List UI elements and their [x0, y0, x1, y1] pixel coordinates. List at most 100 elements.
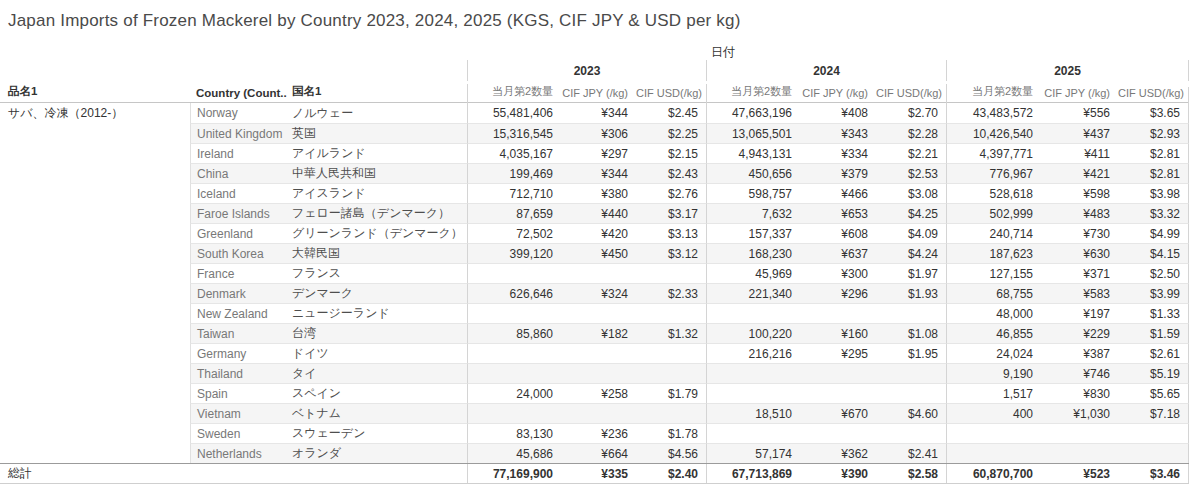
usd-2025-cell[interactable]: $3.65	[1118, 103, 1189, 123]
total-usd-2024[interactable]: $2.58	[876, 464, 946, 483]
col-header-year-2025[interactable]: 2025	[946, 60, 1189, 81]
country-jp-cell[interactable]: ベトナム	[288, 403, 467, 423]
qty-2025-cell[interactable]: 24,024	[946, 343, 1041, 363]
product-cell[interactable]	[0, 263, 190, 283]
jpy-2024-cell[interactable]: ¥466	[800, 183, 876, 203]
col-header-jpy-2024[interactable]: CIF JPY (/kg)	[800, 87, 876, 103]
usd-2025-cell[interactable]: $3.32	[1118, 203, 1189, 223]
usd-2025-cell[interactable]: $5.65	[1118, 383, 1189, 403]
jpy-2024-cell[interactable]: ¥637	[800, 243, 876, 263]
jpy-2025-cell[interactable]	[1041, 423, 1118, 443]
usd-2024-cell[interactable]: $3.08	[876, 183, 946, 203]
col-header-country-en[interactable]: Country (Count..	[190, 87, 288, 103]
jpy-2025-cell[interactable]: ¥1,030	[1041, 403, 1118, 423]
usd-2024-cell[interactable]	[876, 303, 946, 323]
qty-2025-cell[interactable]: 10,426,540	[946, 123, 1041, 143]
total-qty-2025[interactable]: 60,870,700	[946, 464, 1041, 483]
usd-2023-cell[interactable]	[636, 343, 706, 363]
jpy-2024-cell[interactable]	[800, 363, 876, 383]
country-jp-cell[interactable]: 英国	[288, 123, 467, 143]
qty-2024-cell[interactable]: 18,510	[706, 403, 800, 423]
jpy-2024-cell[interactable]: ¥362	[800, 443, 876, 463]
col-header-qty-2025[interactable]: 当月第2数量	[946, 84, 1041, 103]
country-en-cell[interactable]: New Zealand	[190, 303, 288, 323]
jpy-2025-cell[interactable]: ¥483	[1041, 203, 1118, 223]
usd-2025-cell[interactable]: $2.81	[1118, 163, 1189, 183]
usd-2024-cell[interactable]: $2.41	[876, 443, 946, 463]
qty-2025-cell[interactable]	[946, 423, 1041, 443]
qty-2023-cell[interactable]	[467, 343, 561, 363]
qty-2024-cell[interactable]: 221,340	[706, 283, 800, 303]
jpy-2023-cell[interactable]: ¥450	[561, 243, 636, 263]
country-en-cell[interactable]: Germany	[190, 343, 288, 363]
usd-2025-cell[interactable]	[1118, 443, 1189, 463]
usd-2023-cell[interactable]: $4.56	[636, 443, 706, 463]
country-jp-cell[interactable]: フランス	[288, 263, 467, 283]
product-cell[interactable]	[0, 183, 190, 203]
country-en-cell[interactable]: Sweden	[190, 423, 288, 443]
col-header-country-jp[interactable]: 国名1	[288, 84, 467, 103]
qty-2025-cell[interactable]: 528,618	[946, 183, 1041, 203]
product-cell[interactable]	[0, 223, 190, 243]
country-jp-cell[interactable]: アイスランド	[288, 183, 467, 203]
usd-2023-cell[interactable]: $2.25	[636, 123, 706, 143]
usd-2023-cell[interactable]	[636, 263, 706, 283]
country-en-cell[interactable]: South Korea	[190, 243, 288, 263]
total-jpy-2024[interactable]: ¥390	[800, 464, 876, 483]
country-jp-cell[interactable]: 大韓民国	[288, 243, 467, 263]
grand-total-label[interactable]: 総計	[0, 464, 467, 483]
jpy-2025-cell[interactable]: ¥229	[1041, 323, 1118, 343]
product-cell[interactable]	[0, 283, 190, 303]
usd-2024-cell[interactable]: $4.24	[876, 243, 946, 263]
qty-2023-cell[interactable]	[467, 403, 561, 423]
qty-2024-cell[interactable]	[706, 363, 800, 383]
qty-2023-cell[interactable]: 55,481,406	[467, 103, 561, 123]
qty-2024-cell[interactable]: 47,663,196	[706, 103, 800, 123]
country-jp-cell[interactable]: ドイツ	[288, 343, 467, 363]
country-en-cell[interactable]: Thailand	[190, 363, 288, 383]
jpy-2024-cell[interactable]: ¥608	[800, 223, 876, 243]
col-header-qty-2024[interactable]: 当月第2数量	[706, 84, 800, 103]
usd-2025-cell[interactable]: $2.50	[1118, 263, 1189, 283]
qty-2023-cell[interactable]: 87,659	[467, 203, 561, 223]
product-cell[interactable]	[0, 123, 190, 143]
jpy-2023-cell[interactable]: ¥306	[561, 123, 636, 143]
usd-2025-cell[interactable]: $5.19	[1118, 363, 1189, 383]
jpy-2023-cell[interactable]: ¥236	[561, 423, 636, 443]
country-jp-cell[interactable]: デンマーク	[288, 283, 467, 303]
qty-2025-cell[interactable]: 48,000	[946, 303, 1041, 323]
qty-2025-cell[interactable]: 502,999	[946, 203, 1041, 223]
qty-2023-cell[interactable]: 72,502	[467, 223, 561, 243]
qty-2023-cell[interactable]: 45,686	[467, 443, 561, 463]
qty-2024-cell[interactable]	[706, 303, 800, 323]
qty-2023-cell[interactable]: 24,000	[467, 383, 561, 403]
qty-2024-cell[interactable]: 4,943,131	[706, 143, 800, 163]
qty-2023-cell[interactable]: 712,710	[467, 183, 561, 203]
product-cell[interactable]	[0, 143, 190, 163]
product-cell[interactable]	[0, 203, 190, 223]
qty-2025-cell[interactable]: 240,714	[946, 223, 1041, 243]
qty-2024-cell[interactable]: 168,230	[706, 243, 800, 263]
jpy-2024-cell[interactable]: ¥295	[800, 343, 876, 363]
jpy-2024-cell[interactable]: ¥334	[800, 143, 876, 163]
country-en-cell[interactable]: Taiwan	[190, 323, 288, 343]
qty-2024-cell[interactable]: 100,220	[706, 323, 800, 343]
usd-2024-cell[interactable]: $2.53	[876, 163, 946, 183]
jpy-2025-cell[interactable]: ¥411	[1041, 143, 1118, 163]
total-qty-2024[interactable]: 67,713,869	[706, 464, 800, 483]
qty-2024-cell[interactable]: 45,969	[706, 263, 800, 283]
usd-2025-cell[interactable]: $3.98	[1118, 183, 1189, 203]
usd-2025-cell[interactable]: $2.61	[1118, 343, 1189, 363]
country-en-cell[interactable]: Faroe Islands	[190, 203, 288, 223]
jpy-2023-cell[interactable]: ¥440	[561, 203, 636, 223]
jpy-2024-cell[interactable]	[800, 383, 876, 403]
jpy-2023-cell[interactable]: ¥182	[561, 323, 636, 343]
usd-2024-cell[interactable]: $1.95	[876, 343, 946, 363]
country-en-cell[interactable]: Greenland	[190, 223, 288, 243]
qty-2024-cell[interactable]	[706, 423, 800, 443]
jpy-2023-cell[interactable]: ¥344	[561, 163, 636, 183]
country-jp-cell[interactable]: タイ	[288, 363, 467, 383]
jpy-2023-cell[interactable]: ¥324	[561, 283, 636, 303]
jpy-2025-cell[interactable]	[1041, 443, 1118, 463]
country-en-cell[interactable]: China	[190, 163, 288, 183]
